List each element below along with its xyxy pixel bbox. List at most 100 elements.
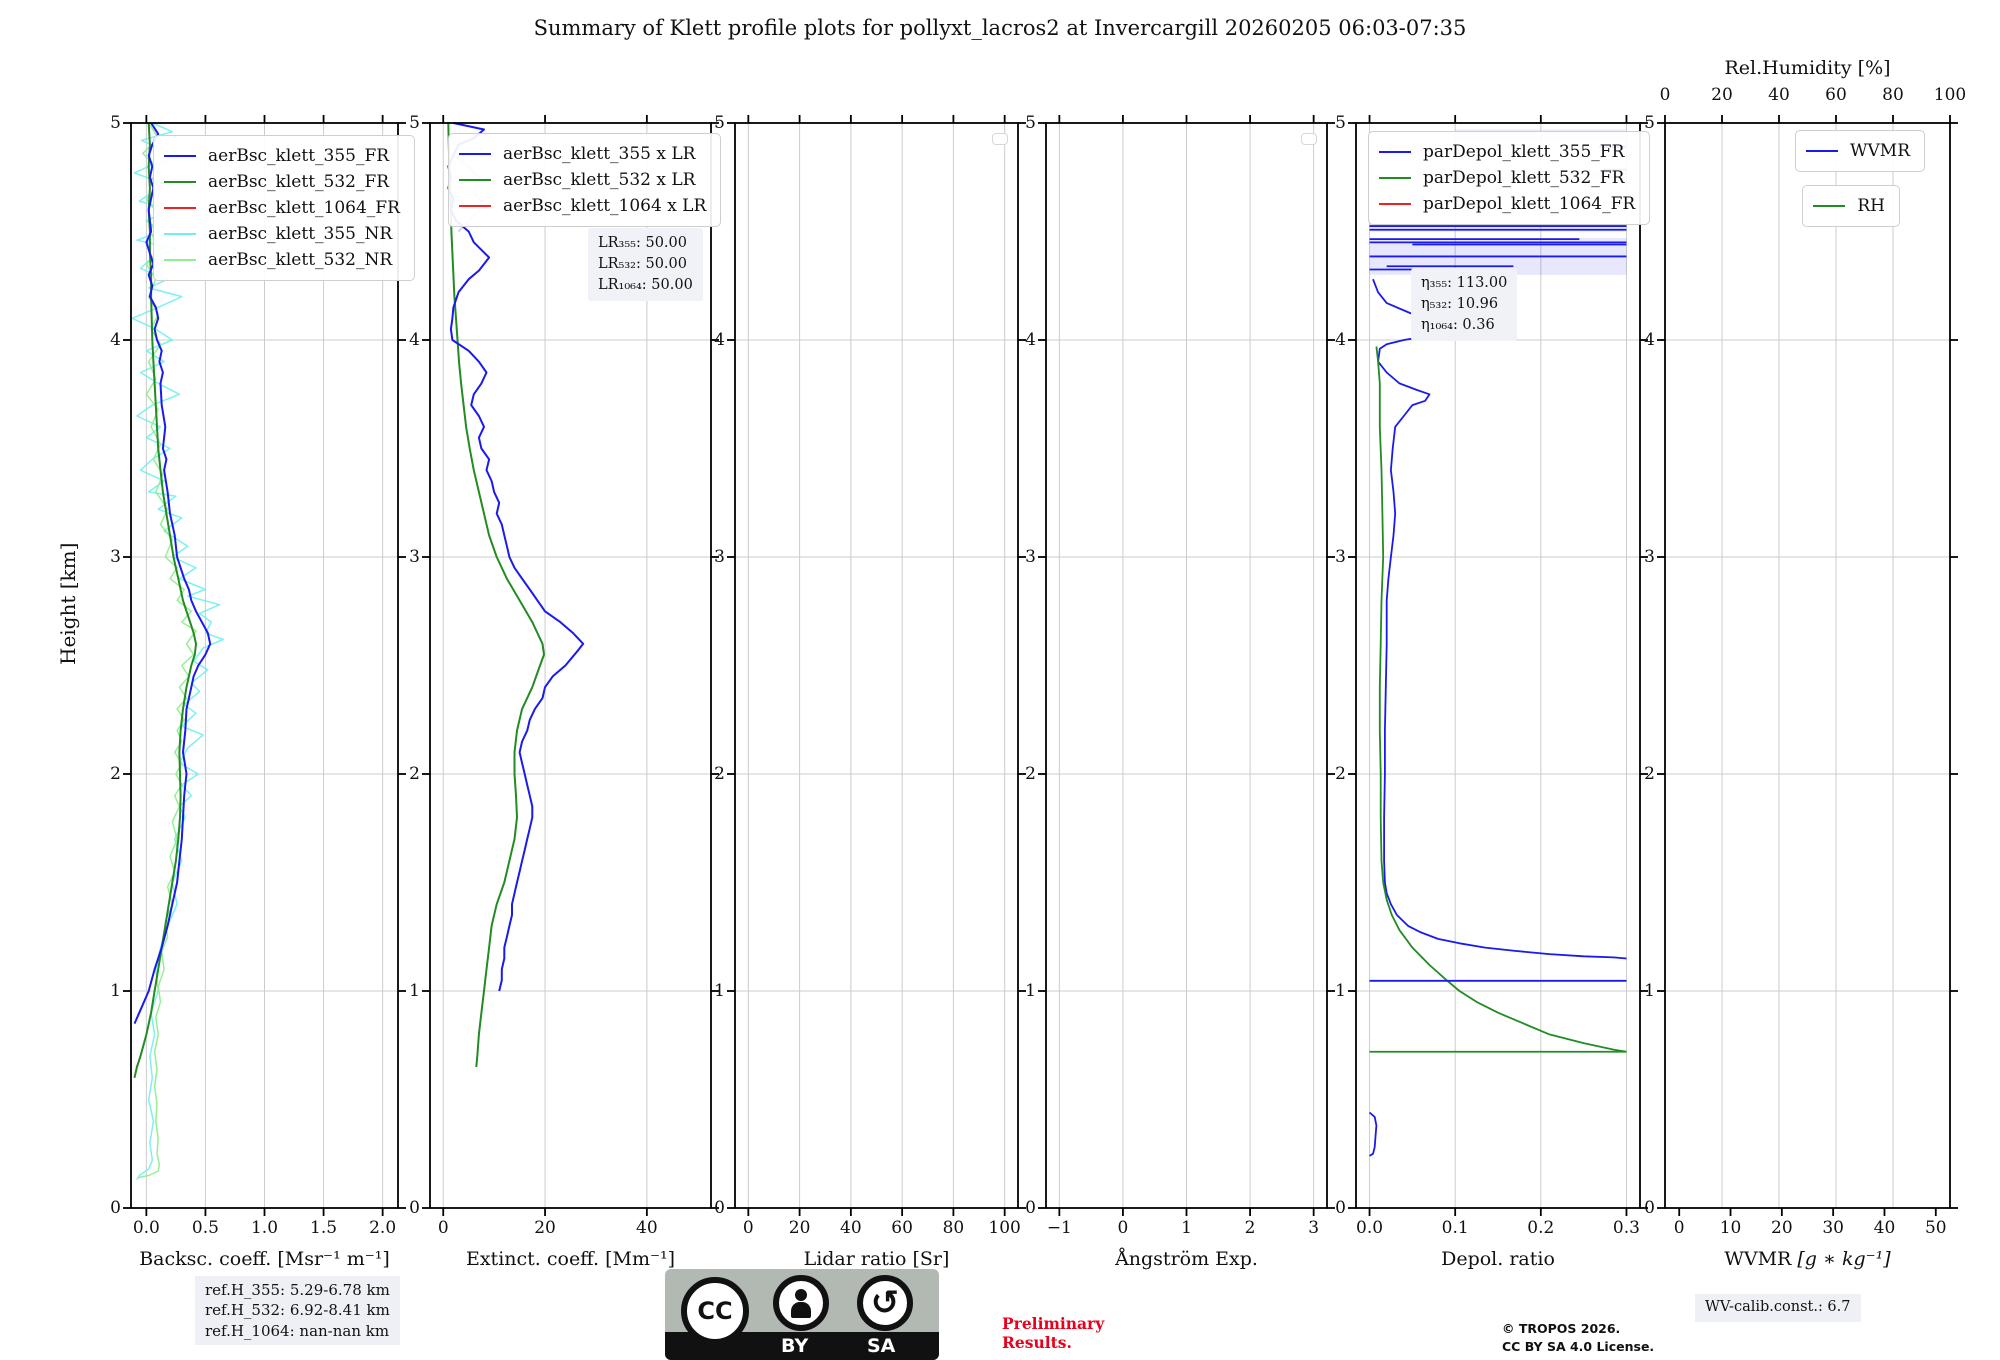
legend-entry-label: parDepol_klett_532_FR — [1423, 168, 1625, 188]
ref-h-1064: ref.H_1064: nan-nan km — [205, 1321, 390, 1340]
angstrom-exp-xtick-−1: −1 — [1046, 1218, 1072, 1238]
wvmr-plot — [1657, 115, 1958, 1216]
lidar-ratio-legend — [992, 133, 1008, 145]
legend-entry-label: WVMR — [1850, 141, 1910, 161]
legend-line-swatch — [459, 179, 491, 181]
angstrom-exp-ytick-0: 0 — [1025, 1198, 1036, 1218]
backscatter-legend: aerBsc_klett_355_FR aerBsc_klett_532_FR ae… — [153, 135, 415, 281]
backscatter-xtick-2.0: 2.0 — [369, 1218, 397, 1238]
annotation-line: η₃₅₅: 113.00 — [1421, 275, 1508, 291]
depol-ratio-xtick-0.2: 0.2 — [1527, 1218, 1555, 1238]
lidar-ratio-xtick-0: 0 — [742, 1218, 754, 1238]
legend-entry-label: aerBsc_klett_1064_FR — [208, 198, 400, 218]
aerBsc_klett_532_x_LR-line — [447, 122, 545, 1068]
wvmr-ytick-4: 4 — [1644, 330, 1655, 350]
lidar-ratio-xtick-20: 20 — [788, 1218, 811, 1238]
extinction-xtick-20: 20 — [534, 1218, 556, 1238]
angstrom-exp-plot — [1038, 115, 1335, 1216]
preliminary-line1: Preliminary — [1002, 1314, 1105, 1333]
angstrom-exp-xtick-2: 2 — [1244, 1218, 1256, 1238]
cc-by-label: BY — [781, 1335, 809, 1357]
lidar-ratio-ytick-3: 3 — [714, 547, 725, 567]
wv-calib-note: WV-calib.const.: 6.7 — [1695, 1294, 1861, 1322]
legend-entry-label: aerBsc_klett_532_NR — [208, 250, 393, 270]
depol-ratio-legend: parDepol_klett_355_FR parDepol_klett_532_… — [1368, 131, 1651, 225]
ref-height-note: ref.H_355: 5.29-6.78 km ref.H_532: 6.92-… — [195, 1276, 400, 1345]
wvmr-toptick-40: 40 — [1768, 85, 1790, 105]
wvmr-ytick-2: 2 — [1644, 764, 1655, 784]
preliminary-line2: Results. — [1002, 1333, 1072, 1353]
angstrom-exp-xtick-1: 1 — [1181, 1218, 1192, 1238]
legend-line-swatch — [164, 155, 196, 157]
angstrom-exp-xtick-0: 0 — [1117, 1218, 1129, 1238]
lidar-ratio-ytick-5: 5 — [714, 113, 725, 133]
parDepol_klett_355_FR-lower-line — [1368, 1111, 1378, 1157]
legend-entry-label: parDepol_klett_1064_FR — [1423, 194, 1636, 214]
extinction-ytick-5: 5 — [409, 113, 420, 133]
cc-by-sa-badge: CC ↺ BY SA — [665, 1269, 939, 1360]
cc-sa-arrow-icon: ↺ — [857, 1275, 913, 1331]
angstrom-exp-ytick-5: 5 — [1025, 113, 1036, 133]
legend-line-swatch — [459, 205, 491, 207]
tropos-line1: © TROPOS 2026. — [1502, 1321, 1621, 1336]
angstrom-exp-axis-label: Ångström Exp. — [1115, 1248, 1258, 1270]
extinction-ytick-0: 0 — [409, 1198, 420, 1218]
angstrom-exp-ytick-1: 1 — [1025, 981, 1036, 1001]
legend-entry: aerBsc_klett_532 x LR — [459, 167, 706, 193]
depol-ratio-xtick-0.0: 0.0 — [1356, 1218, 1384, 1238]
lidar-ratio-xtick-60: 60 — [891, 1218, 913, 1238]
wvmr-toptick-100: 100 — [1933, 85, 1967, 105]
backscatter-ytick-0: 0 — [110, 1198, 121, 1218]
annotation-line: η₁₀₆₄: 0.36 — [1421, 317, 1495, 334]
wvmr-legend: WVMR — [1795, 130, 1925, 172]
annotation-line: LR₁₀₆₄: 50.00 — [598, 277, 693, 294]
legend-entry: RH — [1813, 193, 1885, 219]
ref-h-532: ref.H_532: 6.92-8.41 km — [205, 1301, 390, 1320]
wvmr-axis-label: WVMR [g ∗ kg⁻¹] — [1724, 1248, 1891, 1270]
legend-entry: aerBsc_klett_1064_FR — [164, 195, 400, 221]
legend-line-swatch — [1806, 150, 1839, 152]
legend-entry: aerBsc_klett_1064 x LR — [459, 193, 706, 219]
legend-entry: parDepol_klett_1064_FR — [1379, 191, 1635, 217]
cc-sa-glyph: ↺ — [870, 1283, 900, 1323]
legend-entry: parDepol_klett_532_FR — [1379, 165, 1635, 191]
wvmr-xtick-10: 10 — [1719, 1218, 1742, 1238]
lidar-ratio-ytick-4: 4 — [714, 330, 725, 350]
wvmr-axis-label-units: [g ∗ kg⁻¹] — [1797, 1248, 1891, 1270]
wvmr-xtick-40: 40 — [1873, 1218, 1896, 1238]
legend-entry-label: aerBsc_klett_1064 x LR — [503, 196, 707, 216]
wvmr-legend: RH — [1802, 185, 1900, 227]
wvmr-ytick-0: 0 — [1644, 1198, 1655, 1218]
legend-entry-label: aerBsc_klett_355_FR — [208, 146, 390, 166]
ref-h-355: ref.H_355: 5.29-6.78 km — [205, 1281, 390, 1299]
annotation-line: LR₅₃₂: 50.00 — [598, 256, 687, 273]
depol-ratio-ytick-3: 3 — [1335, 547, 1346, 567]
lidar-ratio-axis-label: Lidar ratio [Sr] — [803, 1248, 950, 1270]
wvmr-toptick-80: 80 — [1882, 85, 1904, 105]
wvmr-ytick-5: 5 — [1644, 113, 1655, 133]
legend-line-swatch — [459, 153, 491, 155]
tropos-copyright: © TROPOS 2026. CC BY SA 4.0 License. — [1502, 1320, 1654, 1355]
wvmr-ytick-1: 1 — [1644, 981, 1655, 1001]
legend-line-swatch — [1379, 177, 1411, 179]
aerBsc_klett_532_NR-line — [137, 122, 197, 1179]
annotation-line: η₅₃₂: 10.96 — [1421, 296, 1499, 313]
lidar-ratio-ytick-1: 1 — [714, 981, 725, 1001]
wvmr-toptick-20: 20 — [1711, 85, 1733, 105]
backscatter-ytick-3: 3 — [110, 547, 121, 567]
wvmr-xtick-50: 50 — [1924, 1218, 1947, 1238]
page-title: Summary of Klett profile plots for polly… — [533, 16, 1467, 40]
wvmr-top-axis-label: Rel.Humidity [%] — [1724, 57, 1891, 79]
angstrom-exp-ytick-2: 2 — [1025, 764, 1036, 784]
legend-line-swatch — [164, 207, 196, 209]
backscatter-xtick-0.0: 0.0 — [132, 1218, 160, 1238]
lidar-ratio-xtick-80: 80 — [942, 1218, 965, 1238]
legend-entry-label: RH — [1857, 196, 1885, 216]
parDepol_klett_355_FR-upper-line — [1372, 278, 1627, 960]
legend-entry-label: aerBsc_klett_532 x LR — [503, 170, 696, 190]
aerBsc_klett_355_x_LR-line — [447, 122, 585, 992]
lidar-ratio-xtick-40: 40 — [840, 1218, 862, 1238]
legend-line-swatch — [1813, 205, 1846, 207]
depol-ratio-ytick-0: 0 — [1335, 1198, 1346, 1218]
